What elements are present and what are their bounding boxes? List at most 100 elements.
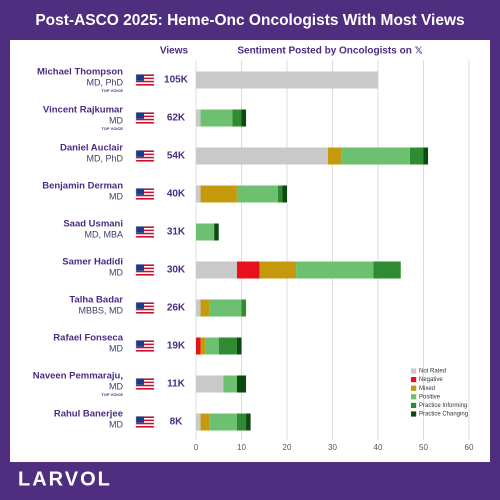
- flag-canton: [136, 416, 144, 423]
- flag-stripe: [136, 193, 154, 195]
- flag-stripe: [136, 191, 154, 194]
- flag-stripe: [136, 383, 154, 385]
- flag-stripe: [136, 152, 154, 154]
- bar-segment: [209, 299, 242, 317]
- name: Naveen Pemmaraju,: [33, 371, 123, 382]
- flag-stripe: [136, 381, 154, 384]
- views-label: 62K: [167, 113, 186, 124]
- flag-stripe: [136, 308, 154, 311]
- flag-border: [135, 264, 155, 276]
- flag-stripe: [136, 421, 154, 423]
- flag-stripe: [136, 345, 154, 347]
- flag-stripe: [136, 188, 154, 190]
- flag-stripe: [136, 117, 154, 119]
- bar-segment: [223, 375, 237, 393]
- chart-title: Post-ASCO 2025: Heme-Onc Oncologists Wit…: [35, 12, 464, 29]
- us-flag: [135, 112, 155, 124]
- flag-stripe: [136, 343, 154, 346]
- credentials: MD, PhD: [86, 153, 123, 163]
- us-flag: [135, 302, 155, 314]
- us-flag: [135, 340, 155, 352]
- flag-stripe: [136, 77, 154, 80]
- flag-stripe: [136, 342, 154, 344]
- legend-label: Negative: [419, 377, 443, 383]
- flag-border: [135, 416, 155, 428]
- bar-segment: [196, 299, 201, 317]
- flag-stripe: [136, 386, 154, 388]
- flag-stripe: [136, 274, 154, 276]
- bar-segment: [200, 109, 233, 127]
- flag-stripe: [136, 79, 154, 81]
- badge: TOP VOICE: [101, 88, 123, 93]
- bar-segment: [214, 223, 219, 241]
- flag-stripe: [136, 388, 154, 390]
- flag-canton: [136, 378, 144, 385]
- flag-border: [135, 378, 155, 390]
- name: Rahul Banerjee: [54, 409, 123, 420]
- flag-border: [135, 74, 155, 86]
- views-label: 8K: [170, 417, 184, 428]
- bar-segment: [200, 413, 210, 431]
- credentials: MD: [109, 191, 123, 201]
- bar-segment: [236, 185, 278, 203]
- flag-stripe: [136, 350, 154, 352]
- flag-stripe: [136, 310, 154, 312]
- flag-stripe: [136, 156, 154, 159]
- flag-canton: [136, 340, 144, 347]
- panel: [10, 40, 490, 462]
- flag-stripe: [136, 74, 154, 76]
- credentials: MD: [109, 115, 123, 125]
- flag-stripe: [136, 82, 154, 84]
- flag-border: [135, 150, 155, 162]
- views-label: 19K: [167, 341, 186, 352]
- legend-swatch: [411, 377, 417, 383]
- flag-border: [135, 302, 155, 314]
- flag-stripe: [136, 198, 154, 200]
- bar-segment: [196, 185, 201, 203]
- bar-segment: [196, 413, 201, 431]
- flag-stripe: [136, 419, 154, 422]
- flag-stripe: [136, 418, 154, 420]
- us-flag: [135, 226, 155, 238]
- bar-segment: [205, 337, 219, 355]
- x-tick-label: 0: [194, 443, 199, 452]
- flag-stripe: [136, 158, 154, 160]
- flag-stripe: [136, 346, 154, 349]
- x-tick-label: 30: [328, 443, 337, 452]
- bar-segment: [218, 337, 237, 355]
- flag-stripe: [136, 122, 154, 124]
- flag-canton: [136, 226, 144, 233]
- bar-segment: [196, 375, 224, 393]
- bar-segment: [200, 185, 237, 203]
- views-label: 11K: [167, 379, 186, 390]
- flag-stripe: [136, 229, 154, 232]
- bar-segment: [236, 337, 242, 355]
- bar-segment: [259, 261, 297, 279]
- bar-segment: [196, 223, 215, 241]
- x-tick-label: 60: [465, 443, 474, 452]
- flag-stripe: [136, 426, 154, 428]
- views-label: 31K: [167, 227, 186, 238]
- us-flag: [135, 150, 155, 162]
- credentials: MD: [109, 267, 123, 277]
- flag-canton: [136, 302, 144, 309]
- flag-stripe: [136, 340, 154, 342]
- bar-segment: [196, 261, 237, 279]
- flag-stripe: [136, 118, 154, 121]
- flag-stripe: [136, 236, 154, 238]
- us-flag: [135, 188, 155, 200]
- bar-segment: [209, 413, 237, 431]
- flag-stripe: [136, 348, 154, 350]
- flag-stripe: [136, 160, 154, 162]
- legend-label: Practice Informing: [419, 403, 467, 409]
- flag-stripe: [136, 80, 154, 83]
- flag-stripe: [136, 150, 154, 152]
- flag-stripe: [136, 384, 154, 387]
- flag-stripe: [136, 234, 154, 236]
- flag-stripe: [136, 155, 154, 157]
- badge: TOP VOICE: [101, 392, 123, 397]
- bar-segment: [232, 109, 242, 127]
- flag-stripe: [136, 266, 154, 268]
- flag-stripe: [136, 424, 154, 426]
- x-axis-title: Sentiment Posted by Oncologists on 𝕏: [237, 46, 422, 57]
